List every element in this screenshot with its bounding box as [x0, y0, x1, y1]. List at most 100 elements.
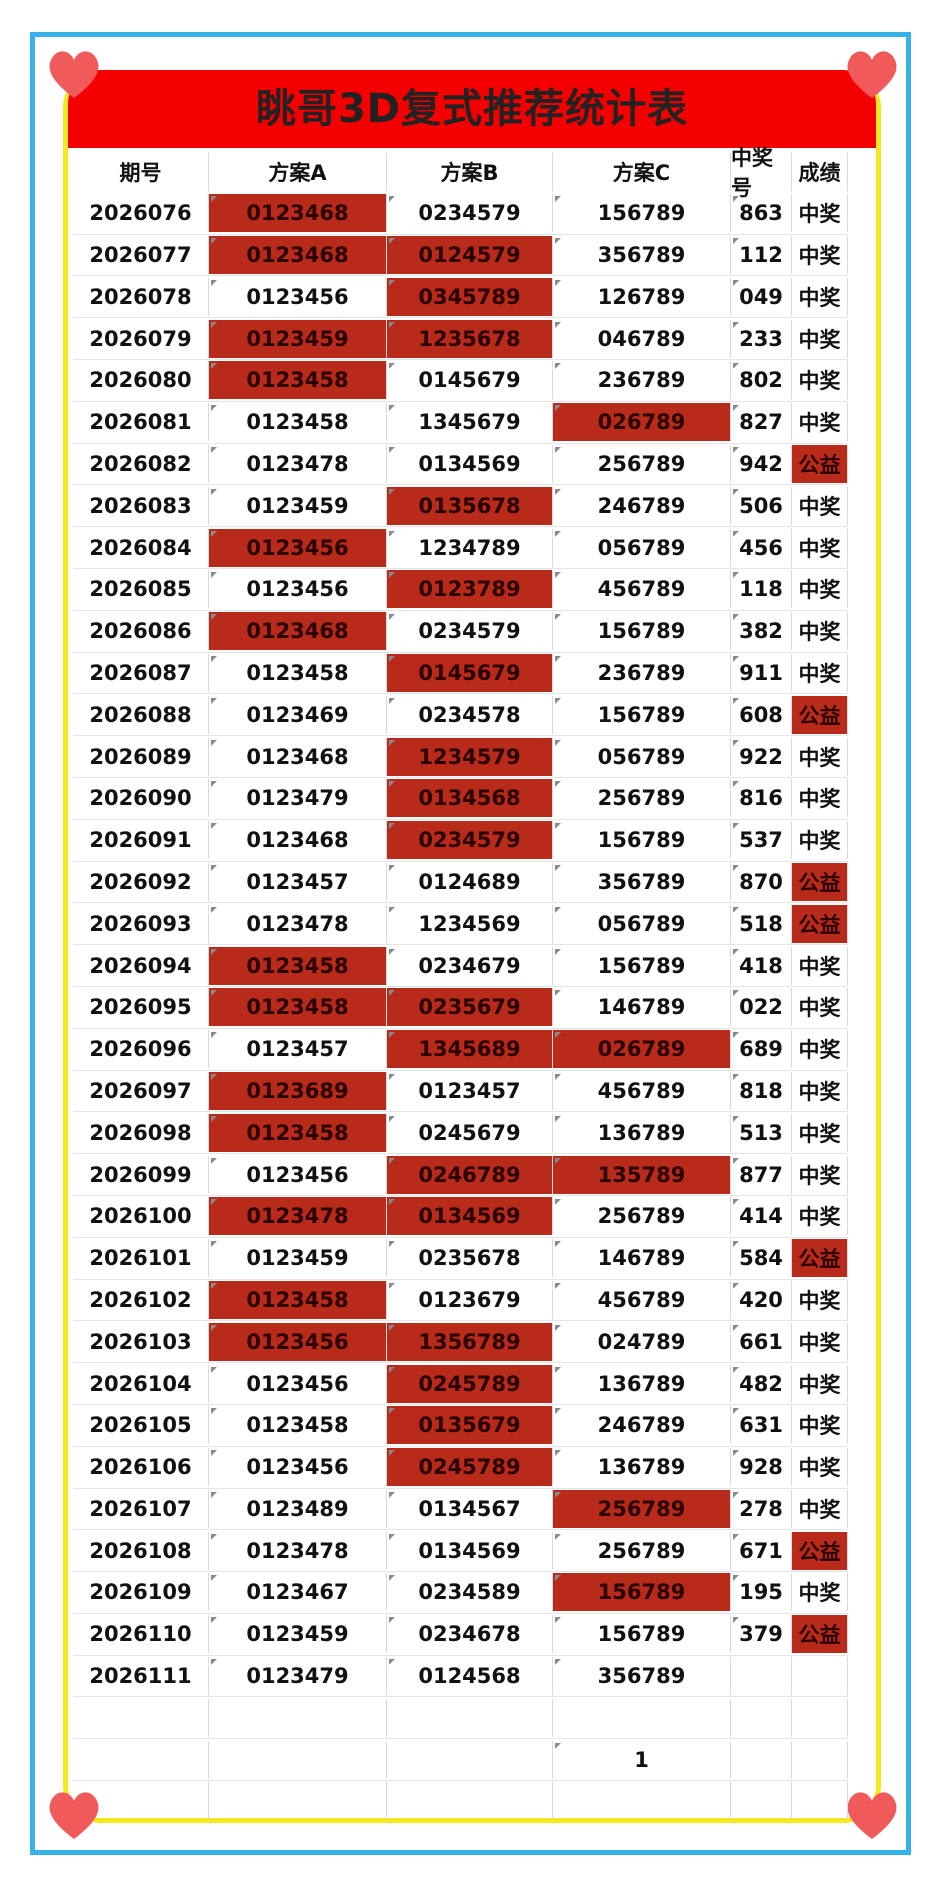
cell-plan-a: 0123459: [209, 1615, 387, 1654]
cell-plan-c: 456789: [553, 1071, 731, 1110]
cell-result: 中奖: [792, 1071, 848, 1110]
table-row: 2026091 0123468 0234579 156789 537 中奖: [73, 818, 848, 861]
cell-period: 2026084: [73, 528, 209, 567]
cell-plan-b: 0234579: [387, 612, 553, 651]
cell-period: 2026110: [73, 1615, 209, 1654]
cell-period: 2026086: [73, 612, 209, 651]
cell-result: 中奖: [792, 1155, 848, 1194]
cell-period: 2026111: [73, 1657, 209, 1696]
cell-plan-a: 0123458: [209, 403, 387, 442]
cell-period: 2026101: [73, 1239, 209, 1278]
cell-result: 中奖: [792, 570, 848, 609]
cell-result: 公益: [792, 695, 848, 734]
cell-period: 2026081: [73, 403, 209, 442]
cell-plan-b: [387, 1740, 553, 1779]
cell-result: 公益: [792, 1239, 848, 1278]
cell-winning-number: 689: [731, 1030, 792, 1069]
cell-plan-c: 256789: [553, 779, 731, 818]
cell-result: 中奖: [792, 1197, 848, 1236]
table-row: 2026095 0123458 0235679 146789 022 中奖: [73, 985, 848, 1028]
table-row: 2026103 0123456 1356789 024789 661 中奖: [73, 1320, 848, 1362]
cell-result: [792, 1698, 848, 1737]
cell-result: 中奖: [792, 235, 848, 274]
table-row: 2026088 0123469 0234578 156789 608 公益: [73, 693, 848, 735]
cell-plan-b: 0134569: [387, 1531, 553, 1570]
cell-winning-number: 379: [731, 1615, 792, 1654]
cell-winning-number: 818: [731, 1071, 792, 1110]
cell-period: 2026103: [73, 1322, 209, 1361]
table-row: 2026089 0123468 1234579 056789 922 中奖: [73, 735, 848, 777]
cell-winning-number: 942: [731, 444, 792, 483]
cell-period: 2026091: [73, 821, 209, 860]
cell-winning-number: 671: [731, 1531, 792, 1570]
table-row: 2026078 0123456 0345789 126789 049 中奖: [73, 275, 848, 317]
cell-winning-number: 816: [731, 779, 792, 818]
cell-result: 中奖: [792, 988, 848, 1027]
cell-plan-c: 126789: [553, 277, 731, 316]
cell-plan-b: 0145679: [387, 361, 553, 400]
cell-plan-b: 0234679: [387, 946, 553, 985]
cell-plan-c: 236789: [553, 361, 731, 400]
cell-winning-number: 420: [731, 1280, 792, 1319]
heart-icon-bottom-left: [49, 1792, 99, 1839]
cell-period: 2026079: [73, 319, 209, 358]
cell-plan-c: 156789: [553, 1573, 731, 1612]
cell-plan-a: [209, 1740, 387, 1779]
cell-result: [792, 1657, 848, 1696]
cell-plan-a: 0123467: [209, 1573, 387, 1612]
cell-plan-b: 0234579: [387, 821, 553, 860]
cell-plan-c: 246789: [553, 486, 731, 525]
table-row: 2026081 0123458 1345679 026789 827 中奖: [73, 400, 848, 443]
table-row: 2026101 0123459 0235678 146789 584 公益: [73, 1236, 848, 1279]
cell-plan-b: 0234589: [387, 1573, 553, 1612]
cell-plan-a: 0123689: [209, 1071, 387, 1110]
cell-period: 2026108: [73, 1531, 209, 1570]
cell-plan-a: 0123458: [209, 1280, 387, 1319]
cell-plan-a: 0123458: [209, 946, 387, 985]
cell-plan-c: 236789: [553, 653, 731, 692]
cell-winning-number: [731, 1740, 792, 1779]
cell-plan-c: 046789: [553, 319, 731, 358]
cell-period: 2026087: [73, 653, 209, 692]
cell-winning-number: 928: [731, 1448, 792, 1487]
cell-period: 2026107: [73, 1489, 209, 1528]
cell-plan-b: 0145679: [387, 653, 553, 692]
cell-plan-a: 0123458: [209, 1113, 387, 1152]
cell-plan-b: 1234579: [387, 737, 553, 776]
cell-plan-c: 026789: [553, 403, 731, 442]
cell-result: 中奖: [792, 653, 848, 692]
table-row: 2026109 0123467 0234589 156789 195 中奖: [73, 1571, 848, 1613]
cell-result: 中奖: [792, 277, 848, 316]
cell-period: 2026097: [73, 1071, 209, 1110]
heart-icon-top-left: [49, 51, 99, 98]
cell-plan-a: 0123469: [209, 695, 387, 734]
cell-plan-b: 1234569: [387, 904, 553, 943]
cell-plan-b: 0234678: [387, 1615, 553, 1654]
cell-period: 2026092: [73, 862, 209, 901]
cell-period: 2026098: [73, 1113, 209, 1152]
cell-winning-number: 922: [731, 737, 792, 776]
cell-plan-c: 136789: [553, 1448, 731, 1487]
cell-plan-b: 0134567: [387, 1489, 553, 1528]
cell-result: 公益: [792, 444, 848, 483]
cell-plan-c: 256789: [553, 444, 731, 483]
cell-plan-c: 056789: [553, 904, 731, 943]
cell-plan-b: 0134569: [387, 444, 553, 483]
table-row: 2026097 0123689 0123457 456789 818 中奖: [73, 1069, 848, 1112]
cell-winning-number: [731, 1782, 792, 1821]
cell-plan-b: 0234579: [387, 194, 553, 233]
cell-result: [792, 1782, 848, 1821]
cell-plan-c: 136789: [553, 1113, 731, 1152]
cell-winning-number: 022: [731, 988, 792, 1027]
table-row: 2026093 0123478 1234569 056789 518 公益: [73, 902, 848, 944]
cell-plan-b: 0134568: [387, 779, 553, 818]
cell-winning-number: 877: [731, 1155, 792, 1194]
cell-period: 2026105: [73, 1406, 209, 1445]
cell-result: 中奖: [792, 1113, 848, 1152]
header-period: 期号: [73, 153, 209, 192]
cell-plan-c: 056789: [553, 528, 731, 567]
table-row: 2026083 0123459 0135678 246789 506 中奖: [73, 484, 848, 526]
heart-icon-top-right: [847, 51, 897, 98]
cell-result: 中奖: [792, 1406, 848, 1445]
cell-winning-number: 118: [731, 570, 792, 609]
